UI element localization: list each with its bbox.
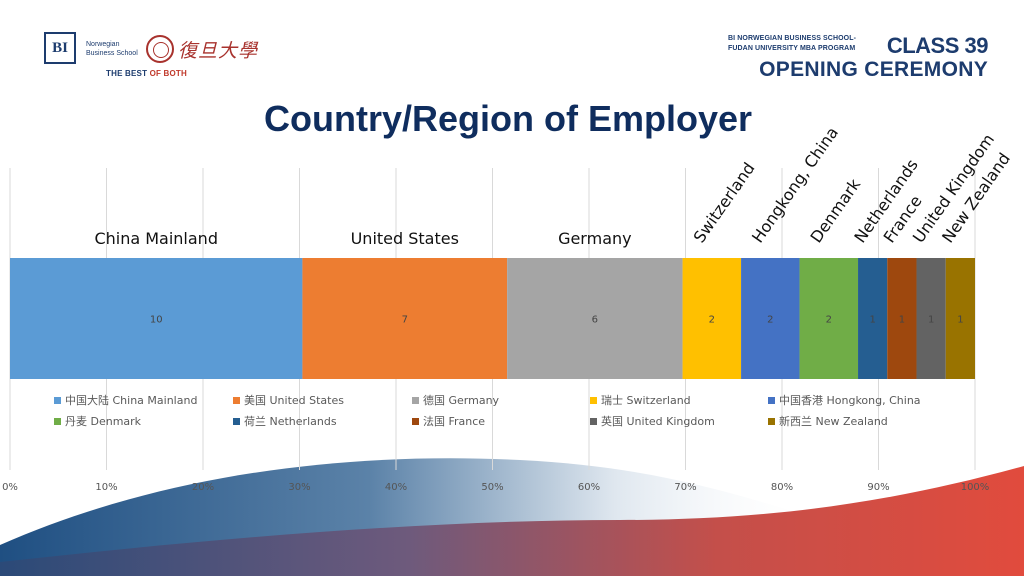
legend-swatch <box>412 397 419 404</box>
x-tick-label: 10% <box>95 482 117 493</box>
legend-entry: 英国 United Kingdom <box>601 414 715 428</box>
bar-segment <box>507 258 683 379</box>
legend-entry: 中国大陆 China Mainland <box>65 393 197 407</box>
data-label: 2 <box>826 315 832 326</box>
x-tick-label: 70% <box>674 482 696 493</box>
bi-name-line2: Business School <box>86 50 138 57</box>
legend-swatch <box>233 418 240 425</box>
legend-entry: 新西兰 New Zealand <box>779 414 888 428</box>
legend-entry: 德国 Germany <box>423 393 500 407</box>
tagline: THE BEST OF BOTH <box>106 69 187 78</box>
legend-entry: 瑞士 Switzerland <box>601 393 691 407</box>
legend-entry: 丹麦 Denmark <box>65 415 142 428</box>
tagline-prefix: THE BEST <box>106 69 150 78</box>
data-label: 7 <box>402 315 408 326</box>
legend-swatch <box>412 418 419 425</box>
bar-segment <box>741 258 800 379</box>
legend-entry: 美国 United States <box>244 394 344 407</box>
class-label: CLASS 39 <box>886 33 989 58</box>
bar-segment <box>682 258 742 379</box>
fudan-seal-icon <box>146 35 174 63</box>
bar-segment <box>858 258 888 379</box>
bar-segment <box>302 258 508 379</box>
bi-name-line1: Norwegian <box>86 41 120 48</box>
data-label: 10 <box>150 315 163 326</box>
bar-segment <box>945 258 975 379</box>
legend-swatch <box>54 397 61 404</box>
x-tick-label: 40% <box>385 482 407 493</box>
legend-swatch <box>768 397 775 404</box>
bar-segment <box>887 258 917 379</box>
category-label: Switzerland <box>690 159 759 246</box>
legend-swatch <box>590 397 597 404</box>
data-label: 2 <box>767 315 773 326</box>
legend-swatch <box>233 397 240 404</box>
event-title: OPENING CEREMONY <box>759 58 988 81</box>
fudan-name: 復旦大學 <box>178 41 259 62</box>
data-label: 1 <box>928 315 934 326</box>
data-label: 1 <box>899 315 905 326</box>
category-label: United States <box>351 229 459 248</box>
bi-logo-mark: BI <box>44 32 76 64</box>
legend-entry: 荷兰 Netherlands <box>244 415 337 428</box>
legend-entry: 法国 France <box>423 414 485 428</box>
partner-logos: BI Norwegian Business School 復旦大學 THE BE… <box>44 32 284 82</box>
bar-segment <box>799 258 859 379</box>
program-line-2: FUDAN UNIVERSITY MBA PROGRAM <box>728 45 856 52</box>
data-label: 1 <box>869 315 875 326</box>
category-label: Germany <box>558 229 632 248</box>
bar-segment <box>10 258 303 379</box>
x-tick-label: 0% <box>2 482 18 493</box>
x-tick-label: 100% <box>961 482 990 493</box>
data-label: 6 <box>592 315 598 326</box>
x-tick-label: 90% <box>867 482 889 493</box>
legend-swatch <box>590 418 597 425</box>
x-tick-label: 20% <box>192 482 214 493</box>
program-line-1: BI NORWEGIAN BUSINESS SCHOOL- <box>728 35 857 42</box>
bar-segment <box>916 258 946 379</box>
x-tick-label: 50% <box>481 482 503 493</box>
bi-school-name: Norwegian Business School <box>86 40 146 58</box>
legend-swatch <box>768 418 775 425</box>
chart-title: Country/Region of Employer <box>263 98 753 139</box>
tagline-accent: OF BOTH <box>149 69 187 78</box>
x-tick-label: 60% <box>578 482 600 493</box>
data-label: 2 <box>709 315 715 326</box>
category-label: China Mainland <box>94 229 218 248</box>
event-header: BI NORWEGIAN BUSINESS SCHOOL- FUDAN UNIV… <box>728 33 989 83</box>
x-tick-label: 30% <box>288 482 310 493</box>
x-tick-label: 80% <box>771 482 793 493</box>
data-label: 1 <box>957 315 963 326</box>
legend-swatch <box>54 418 61 425</box>
legend-entry: 中国香港 Hongkong, China <box>779 394 921 407</box>
